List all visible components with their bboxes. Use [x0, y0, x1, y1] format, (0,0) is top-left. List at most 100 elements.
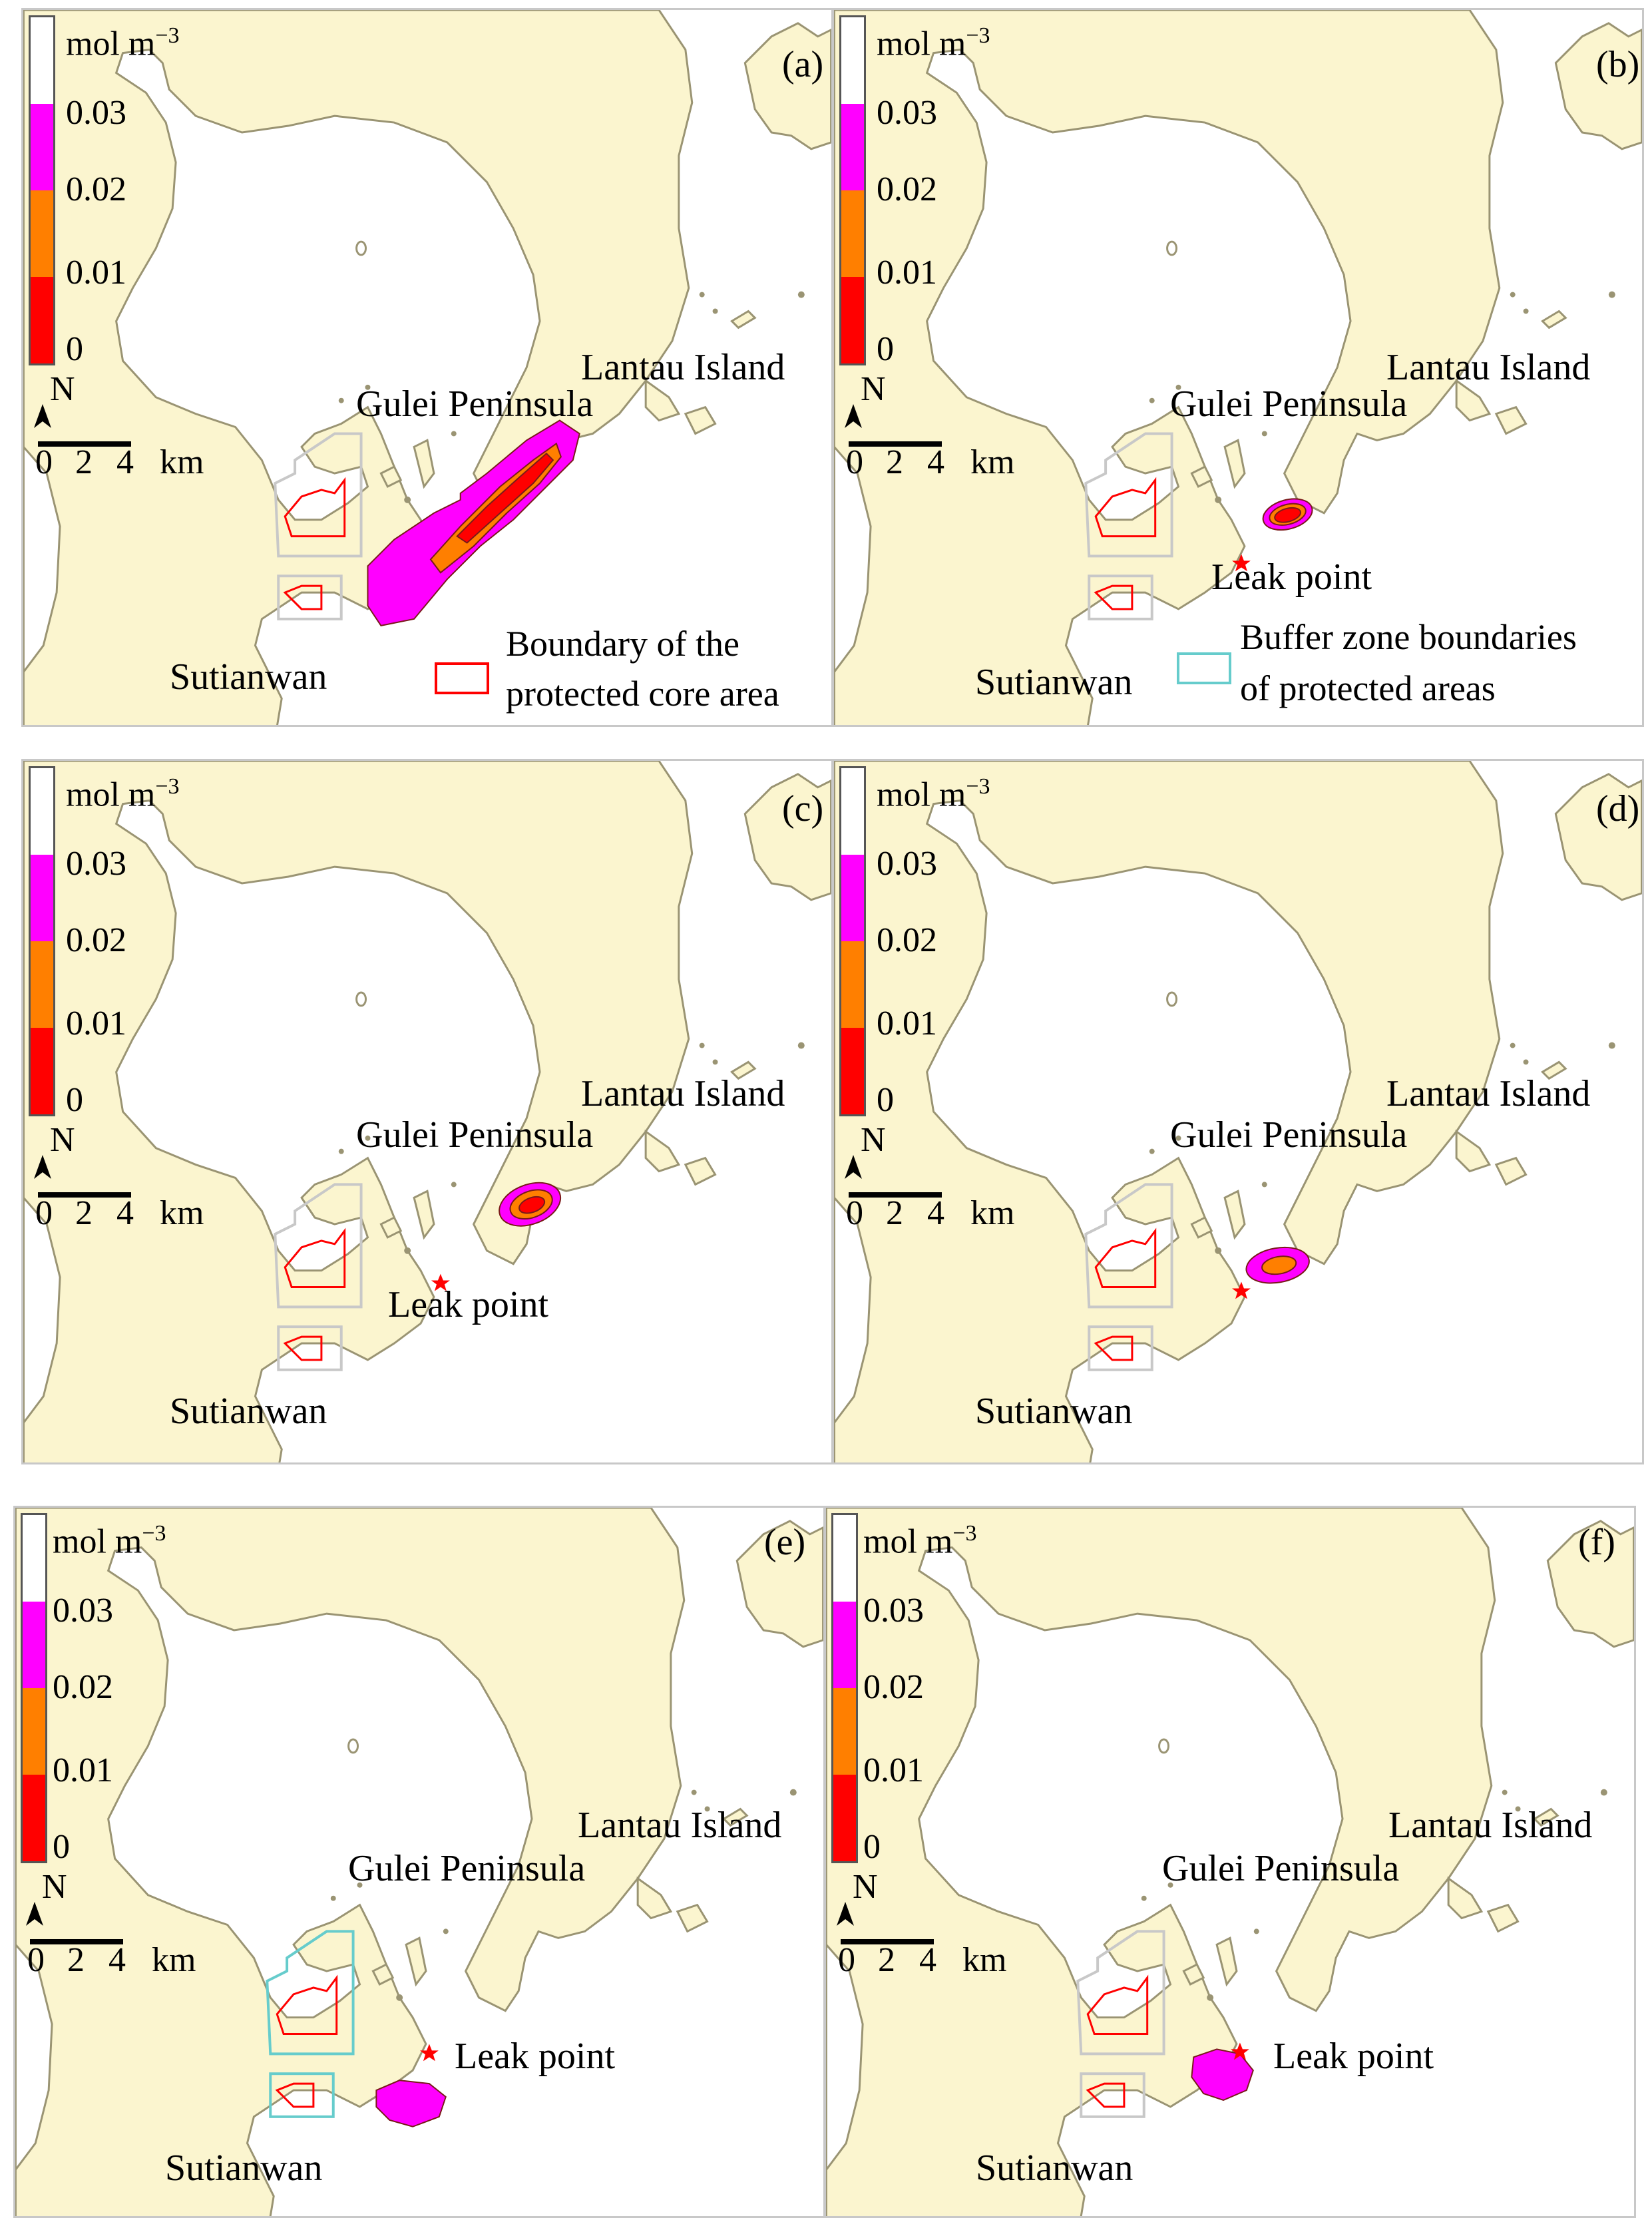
leak-label: Leak point [388, 1284, 549, 1325]
scale-label-4: 4 [927, 443, 944, 481]
scale-label-2: 2 [67, 1941, 85, 1979]
place-lantau: Lantau Island [581, 347, 785, 388]
scale-bar [38, 441, 131, 447]
leak-marker-icon [431, 1273, 450, 1291]
place-lantau: Lantau Island [1388, 1805, 1593, 1846]
map-panel-b: mol m−3 0.03 0.02 0.01 0 N 0 2 4 km Lant… [832, 8, 1644, 727]
legend-core-swatch [435, 662, 489, 694]
place-gulei: Gulei Peninsula [1170, 1114, 1408, 1156]
panel-label-c: (c) [782, 788, 824, 829]
map-panel-f: mol m−3 0.03 0.02 0.01 0 N 0 2 4 km Lant… [824, 1506, 1636, 2218]
tick-0.02: 0.02 [66, 170, 126, 208]
place-gulei: Gulei Peninsula [356, 383, 594, 425]
tick-0.01: 0.01 [53, 1751, 113, 1789]
north-arrow-icon [34, 404, 51, 428]
place-sutianwan: Sutianwan [975, 662, 1133, 703]
map-panel-e: mol m−3 0.03 0.02 0.01 0 N 0 2 4 km Lant… [13, 1506, 825, 2218]
leak-label: Leak point [455, 2036, 616, 2077]
north-label: N [861, 370, 886, 408]
colorbar [29, 766, 55, 1116]
scale-label-0: 0 [27, 1941, 45, 1979]
north-arrow-icon [34, 1155, 51, 1179]
scale-label-4: 4 [116, 1194, 134, 1232]
tick-0.03: 0.03 [877, 94, 937, 132]
colorbar-unit: mol m−3 [863, 1521, 977, 1561]
colorbar-unit: mol m−3 [877, 774, 990, 814]
north-label: N [42, 1868, 67, 1906]
tick-0: 0 [877, 330, 894, 368]
panel-label-f: (f) [1578, 1522, 1615, 1563]
scale-unit: km [160, 1194, 204, 1232]
tick-0: 0 [877, 1081, 894, 1119]
map-canvas [834, 10, 1642, 725]
tick-0.03: 0.03 [66, 845, 126, 883]
north-arrow-icon [845, 1155, 862, 1179]
tick-0.01: 0.01 [877, 1004, 937, 1042]
legend-core-line1: Boundary of the [506, 624, 739, 664]
tick-0.02: 0.02 [66, 921, 126, 959]
place-gulei: Gulei Peninsula [356, 1114, 594, 1156]
tick-0: 0 [66, 330, 83, 368]
place-sutianwan: Sutianwan [976, 2147, 1134, 2189]
map-canvas [15, 1508, 823, 2216]
north-label: N [50, 1121, 75, 1159]
scale-bar [849, 1192, 942, 1198]
colorbar [839, 766, 866, 1116]
tick-0.01: 0.01 [877, 254, 937, 292]
scale-bar [30, 1939, 123, 1944]
tick-0.03: 0.03 [66, 94, 126, 132]
tick-0: 0 [66, 1081, 83, 1119]
place-lantau: Lantau Island [1386, 1073, 1591, 1114]
scale-unit: km [970, 443, 1015, 481]
zones-e [266, 1930, 355, 2118]
colorbar-unit: mol m−3 [66, 774, 180, 814]
map-canvas [826, 1508, 1634, 2216]
panel-label-d: (d) [1596, 788, 1640, 829]
map-canvas [834, 761, 1642, 1462]
north-label: N [853, 1868, 878, 1906]
scale-label-2: 2 [886, 1194, 903, 1232]
north-arrow-icon [837, 1902, 854, 1926]
colorbar [831, 1513, 858, 1863]
scale-bar [38, 1192, 131, 1198]
north-arrow-icon [845, 404, 862, 428]
tick-0.02: 0.02 [863, 1668, 924, 1706]
place-gulei: Gulei Peninsula [1162, 1848, 1400, 1889]
scale-unit: km [970, 1194, 1015, 1232]
map-canvas [23, 10, 831, 725]
panel-label-b: (b) [1596, 44, 1640, 85]
colorbar [21, 1513, 47, 1863]
place-sutianwan: Sutianwan [170, 1391, 327, 1432]
tick-0.03: 0.03 [863, 1592, 924, 1630]
plume-f [1191, 2048, 1254, 2102]
legend-core-line2: protected core area [506, 674, 779, 714]
place-lantau: Lantau Island [581, 1073, 785, 1114]
map-panel-a: mol m−3 0.03 0.02 0.01 0 N 0 2 4 km Lant… [21, 8, 833, 727]
place-sutianwan: Sutianwan [975, 1391, 1133, 1432]
scale-label-0: 0 [846, 1194, 863, 1232]
legend-buffer-swatch [1177, 652, 1231, 684]
tick-0.02: 0.02 [877, 921, 937, 959]
place-lantau: Lantau Island [1386, 347, 1591, 388]
scale-label-0: 0 [35, 1194, 53, 1232]
scale-label-4: 4 [116, 443, 134, 481]
leak-label: Leak point [1211, 557, 1372, 598]
panel-label-a: (a) [782, 44, 824, 85]
colorbar-unit: mol m−3 [877, 23, 990, 63]
colorbar [29, 15, 55, 365]
north-arrow-icon [26, 1902, 43, 1926]
tick-0.01: 0.01 [863, 1751, 924, 1789]
colorbar [839, 15, 866, 365]
scale-label-2: 2 [75, 1194, 93, 1232]
plume-a [367, 419, 580, 626]
leak-marker-icon [1232, 554, 1251, 572]
colorbar-unit: mol m−3 [66, 23, 180, 63]
place-lantau: Lantau Island [578, 1805, 782, 1846]
leak-marker-icon [1232, 1281, 1251, 1299]
scale-bar [841, 1939, 934, 1944]
legend-buffer-line2: of protected areas [1240, 668, 1496, 708]
scale-label-4: 4 [108, 1941, 126, 1979]
scale-label-4: 4 [919, 1941, 936, 1979]
scale-label-0: 0 [846, 443, 863, 481]
plume-b [1262, 498, 1313, 531]
